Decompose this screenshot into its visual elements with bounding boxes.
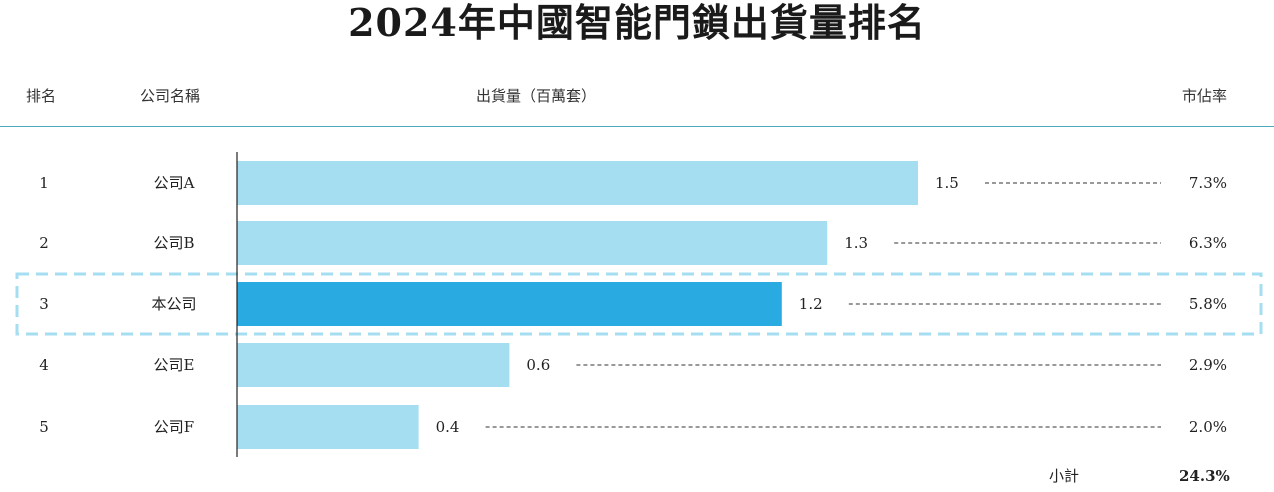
header-market-share: 市佔率	[1182, 87, 1228, 105]
market-share-label: 2.9%	[1189, 356, 1227, 374]
chart-title: 2024年中國智能門鎖出貨量排名	[348, 0, 926, 45]
rank-label: 2	[39, 234, 49, 252]
market-share-label: 5.8%	[1189, 295, 1227, 313]
bar	[237, 405, 419, 449]
subtotal-label: 小計	[1049, 467, 1080, 485]
bar	[237, 343, 510, 387]
rank-label: 1	[39, 174, 49, 192]
company-label: 公司E	[154, 356, 195, 374]
rank-label: 3	[39, 295, 49, 313]
header-rank: 排名	[26, 87, 57, 105]
highlight-box	[15, 272, 1263, 336]
company-label: 公司A	[154, 174, 195, 192]
bar-highlighted	[237, 282, 782, 326]
header-divider	[0, 126, 1274, 127]
market-share-label: 7.3%	[1189, 174, 1227, 192]
value-label: 0.4	[436, 418, 460, 436]
company-label: 本公司	[151, 295, 196, 313]
bar	[237, 161, 918, 205]
value-label: 0.6	[526, 356, 550, 374]
header-shipment: 出貨量（百萬套）	[476, 87, 597, 105]
rank-label: 5	[39, 418, 49, 436]
company-label: 公司B	[153, 234, 194, 252]
market-share-label: 6.3%	[1189, 234, 1227, 252]
rank-label: 4	[39, 356, 49, 374]
value-label: 1.2	[799, 295, 823, 313]
company-label: 公司F	[154, 418, 194, 436]
value-label: 1.5	[935, 174, 959, 192]
bar	[237, 221, 828, 265]
market-share-label: 2.0%	[1189, 418, 1227, 436]
header-company-name: 公司名稱	[140, 87, 201, 105]
value-label: 1.3	[844, 234, 868, 252]
subtotal-value: 24.3%	[1179, 467, 1230, 485]
